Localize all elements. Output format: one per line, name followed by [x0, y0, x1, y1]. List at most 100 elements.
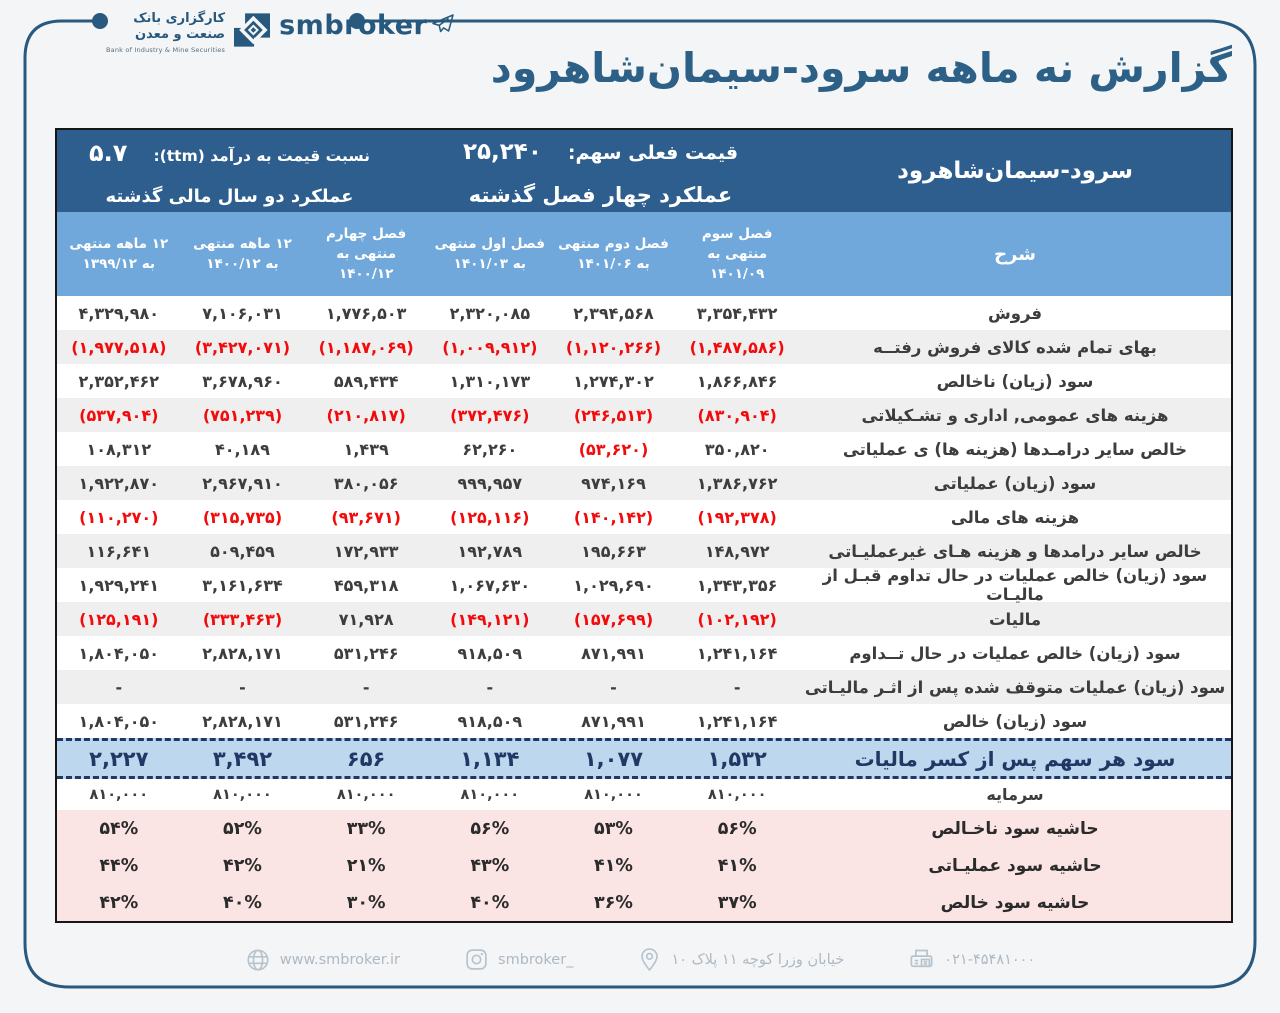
- row-values: ۵۶% ۵۳% ۵۶% ۳۳% ۵۲% ۵۴%: [57, 819, 799, 839]
- pe-ratio-value: ۵.۷: [89, 139, 128, 167]
- value-cell: (۲۱۰,۸۱۷): [326, 405, 406, 425]
- value-cell: ۵۸۹,۴۳۴: [333, 371, 399, 391]
- value-cell: -: [486, 677, 494, 697]
- value-cell: (۱۹۲,۳۷۸): [697, 507, 777, 527]
- row-label: سود (زیان) عملیات متوقف شده پس از اثـر م…: [804, 677, 1226, 697]
- table-body: فروش ۳,۳۵۴,۴۳۲ ۲,۳۹۴,۵۶۸ ۲,۳۲۰,۰۸۵ ۱,۷۷۶,۵۰۳…: [57, 296, 1231, 921]
- footer-website[interactable]: www.smbroker.ir: [245, 947, 400, 973]
- value-cell: ۲,۲۲۷: [89, 746, 149, 771]
- brand-fa-line2: صنعت و معدن: [135, 27, 226, 43]
- period-column-header: ۱۲ ماهه منتهی به ۱۴۰۰/۱۲: [181, 212, 305, 296]
- value-cell: ۵۰۹,۴۵۹: [210, 541, 275, 561]
- row-values: ۱,۵۳۲ ۱,۰۷۷ ۱,۱۳۴ ۶۵۶ ۳,۴۹۲ ۲,۲۲۷: [57, 747, 799, 771]
- value-cell: ۲,۳۹۴,۵۶۸: [573, 303, 654, 323]
- table-row: سود (زیان) عملیاتی ۱,۳۸۶,۷۶۲ ۹۷۴,۱۶۹ ۹۹۹,۹۵…: [57, 466, 1231, 500]
- row-label: مالیات: [988, 609, 1042, 629]
- table-row: خالص سایر درامدها و هزینه هـای غیرعملیـا…: [57, 534, 1231, 568]
- value-cell: ۱,۸۶۶,۸۴۶: [696, 371, 778, 391]
- value-cell: ۴۱%: [594, 855, 633, 876]
- table-row: سود هر سهم پس از کسر مالیات ۱,۵۳۲ ۱,۰۷۷ ۱,۱…: [57, 738, 1231, 779]
- table-row: حاشیه سود ناخـالص ۵۶% ۵۳% ۵۶% ۳۳% ۵۲% ۵۴%: [57, 810, 1231, 847]
- quarters-caption: عملکرد چهار فصل گذشته: [468, 183, 733, 207]
- value-cell: ۳,۱۶۱,۶۳۴: [202, 575, 283, 595]
- table-row: بهای تمام شده کالای فروش رفتــه (۱,۴۸۷,۵۸…: [57, 330, 1231, 364]
- table-row: هزینه های عمومی, اداری و تشـکیلاتی (۸۳۰,۹…: [57, 398, 1231, 432]
- years-caption: عملکرد دو سال مالی گذشته: [105, 186, 354, 207]
- value-cell: ۴,۳۲۹,۹۸۰: [78, 303, 160, 323]
- row-label: حاشیه سود عملیـاتی: [928, 855, 1102, 876]
- value-cell: ۴۲%: [223, 855, 262, 876]
- instagram-handle: smbroker_: [498, 951, 574, 968]
- value-cell: ۱,۹۲۲,۸۷۰: [78, 473, 160, 493]
- wordmark-text: smbroker: [279, 10, 428, 41]
- value-cell: ۳,۶۷۸,۹۶۰: [202, 371, 283, 391]
- value-cell: ۲,۳۲۰,۰۸۵: [449, 303, 531, 323]
- value-cell: ۱,۲۷۴,۳۰۲: [573, 371, 654, 391]
- value-cell: ۱۱۶,۶۴۱: [86, 541, 152, 561]
- period-column-header: فصل دوم منتهی به ۱۴۰۱/۰۶: [552, 212, 676, 296]
- price-section: قیمت فعلی سهم: ۲۵,۲۴۰ عملکرد چهار فصل گذ…: [402, 130, 799, 212]
- row-label: فروش: [987, 303, 1043, 323]
- row-values: ۱,۸۶۶,۸۴۶ ۱,۲۷۴,۳۰۲ ۱,۳۱۰,۱۷۳ ۵۸۹,۴۳۴ ۳,۶۷۸,…: [57, 372, 799, 391]
- value-cell: -: [239, 677, 246, 697]
- row-values: ۳۵۰,۸۲۰ (۵۳,۶۲۰) ۶۲,۲۶۰ ۱,۴۳۹ ۴۰,۱۸۹ ۱۰۸,۳۱۲: [57, 440, 799, 459]
- row-label: هزینه های مالی: [950, 507, 1080, 527]
- telegram-plane-icon: [431, 12, 455, 40]
- value-cell: (۱۲۵,۱۱۶): [450, 507, 530, 527]
- row-values: (۱,۴۸۷,۵۸۶) (۱,۱۲۰,۲۶۶) (۱,۰۰۹,۹۱۲) (۱,۱۸۷,…: [57, 338, 799, 357]
- value-cell: ۵۲%: [223, 818, 262, 839]
- period-column-headers: فصل سوم منتهی به ۱۴۰۱/۰۹ فصل دوم منتهی به ۱۴…: [57, 212, 799, 296]
- value-cell: (۵۳۷,۹۰۴): [79, 405, 159, 425]
- value-cell: ۱۹۵,۶۶۳: [581, 541, 646, 561]
- row-values: ۱,۲۴۱,۱۶۴ ۸۷۱,۹۹۱ ۹۱۸,۵۰۹ ۵۳۱,۲۴۶ ۲,۸۲۸,۱۷۱ ۱…: [57, 712, 799, 731]
- row-label: سود (زیان) عملیاتی: [933, 473, 1097, 493]
- row-label: سرمایه: [986, 785, 1044, 804]
- value-cell: ۴۱%: [717, 855, 757, 876]
- value-cell: ۴۳%: [470, 855, 510, 876]
- value-cell: ۵۶%: [717, 818, 757, 839]
- value-cell: ۸۷۱,۹۹۱: [581, 711, 646, 731]
- row-label: خالص سایر درامـدها (هزینه ها) ی عملیاتی: [842, 439, 1188, 459]
- table-row: سود (زیان) خالص عملیات در حال تــداوم ۱,۲…: [57, 636, 1231, 670]
- period-header-line: فصل چهارم: [326, 225, 407, 242]
- globe-icon: [245, 947, 271, 973]
- value-cell: ۱,۳۸۶,۷۶۲: [696, 473, 778, 493]
- value-cell: ۵۳%: [594, 818, 633, 839]
- row-label: خالص سایر درامدها و هزینه هـای غیرعملیـا…: [828, 541, 1202, 561]
- value-cell: (۱۴۰,۱۴۲): [573, 507, 654, 527]
- period-header-line: به ۱۴۰۰/۱۲: [206, 256, 279, 272]
- period-header-line: ۱۴۰۱/۰۹: [709, 266, 765, 283]
- value-cell: ۱۹۲,۷۸۹: [457, 541, 523, 561]
- value-cell: (۱۱۰,۲۷۰): [79, 507, 159, 527]
- value-cell: (۱۲۵,۱۹۱): [79, 609, 159, 629]
- value-cell: ۱,۷۷۶,۵۰۳: [325, 303, 407, 323]
- value-cell: ۷۱,۹۲۸: [338, 609, 394, 629]
- row-values: ------: [57, 678, 799, 697]
- period-column-header: فصل سوم منتهی به ۱۴۰۱/۰۹: [675, 212, 799, 296]
- phone-number: ۰۲۱-۴۵۴۸۱۰۰۰: [944, 951, 1036, 968]
- pe-ratio-label: نسبت قیمت به درآمد (ttm):: [153, 147, 370, 165]
- row-values: ۱,۲۴۱,۱۶۴ ۸۷۱,۹۹۱ ۹۱۸,۵۰۹ ۵۳۱,۲۴۶ ۲,۸۲۸,۱۷۱ ۱…: [57, 644, 799, 663]
- value-cell: ۱۴۸,۹۷۲: [704, 541, 770, 561]
- value-cell: ۱,۹۲۹,۲۴۱: [78, 575, 160, 595]
- value-cell: ۱,۰۶۷,۶۳۰: [449, 575, 531, 595]
- table-row: مالیات (۱۰۲,۱۹۲) (۱۵۷,۶۹۹) (۱۴۹,۱۲۱) ۷۱,۹۲۸(…: [57, 602, 1231, 636]
- value-cell: ۸۱۰,۰۰۰: [213, 786, 272, 803]
- table-row: سود (زیان) خالص ۱,۲۴۱,۱۶۴ ۸۷۱,۹۹۱ ۹۱۸,۵۰۹ ۵۳…: [57, 704, 1231, 738]
- row-values: ۱۴۸,۹۷۲ ۱۹۵,۶۶۳ ۱۹۲,۷۸۹ ۱۷۲,۹۳۳ ۵۰۹,۴۵۹ ۱۱۶,۶…: [57, 542, 799, 561]
- row-values: (۱۹۲,۳۷۸) (۱۴۰,۱۴۲) (۱۲۵,۱۱۶) (۹۳,۶۷۱) (۳۱۵,…: [57, 508, 799, 527]
- price-value: ۲۵,۲۴۰: [462, 139, 542, 165]
- period-header-line: منتهی به: [707, 245, 768, 262]
- value-cell: ۱۷۲,۹۳۳: [333, 541, 399, 561]
- value-cell: ۴۰%: [223, 892, 262, 913]
- value-cell: ۵۶%: [470, 818, 510, 839]
- row-values: (۸۳۰,۹۰۴) (۲۴۶,۵۱۳) (۳۷۲,۴۷۶) (۲۱۰,۸۱۷) (۷۵۱…: [57, 406, 799, 425]
- footer-instagram[interactable]: smbroker_: [464, 947, 573, 972]
- row-label: سود (زیان) ناخالص: [936, 371, 1094, 391]
- value-cell: (۱,۱۲۰,۲۶۶): [565, 337, 662, 357]
- brand-persian-name: کارگزاری بانک صنعت و معدن Bank of Indust…: [106, 8, 225, 54]
- row-values: ۱,۳۸۶,۷۶۲ ۹۷۴,۱۶۹ ۹۹۹,۹۵۷ ۳۸۰,۰۵۶ ۲,۹۶۷,۹۱۰ ۱…: [57, 474, 799, 493]
- row-label: هزینه های عمومی, اداری و تشـکیلاتی: [861, 405, 1169, 425]
- value-cell: (۳۷۲,۴۷۶): [450, 405, 530, 425]
- row-label: سود (زیان) خالص عملیات در حال تــداوم: [849, 643, 1181, 663]
